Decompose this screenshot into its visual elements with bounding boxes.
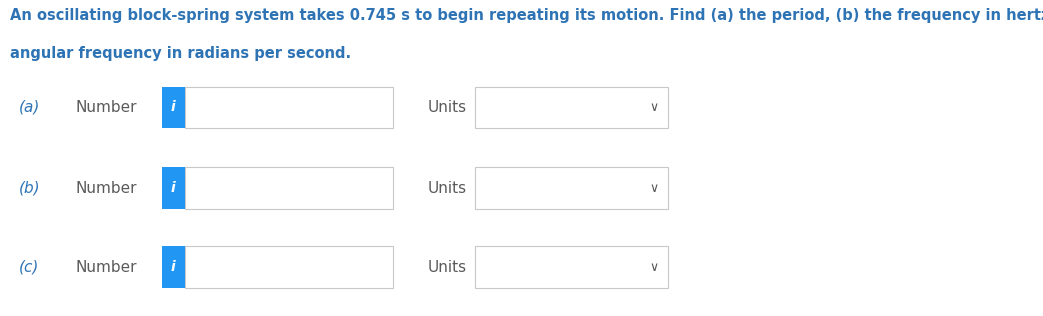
Text: ∨: ∨: [650, 260, 658, 274]
Text: Number: Number: [75, 259, 137, 275]
FancyBboxPatch shape: [185, 246, 393, 288]
Text: Units: Units: [428, 259, 467, 275]
Text: i: i: [171, 181, 175, 195]
Text: Units: Units: [428, 180, 467, 196]
FancyBboxPatch shape: [162, 167, 185, 209]
Text: Number: Number: [75, 180, 137, 196]
Text: ∨: ∨: [650, 181, 658, 195]
FancyBboxPatch shape: [185, 87, 393, 128]
Text: Units: Units: [428, 100, 467, 115]
Text: (a): (a): [19, 100, 40, 115]
FancyBboxPatch shape: [162, 246, 185, 288]
FancyBboxPatch shape: [475, 246, 668, 288]
Text: (b): (b): [19, 180, 41, 196]
Text: Number: Number: [75, 100, 137, 115]
Text: i: i: [171, 260, 175, 274]
FancyBboxPatch shape: [162, 87, 185, 128]
Text: i: i: [171, 100, 175, 114]
FancyBboxPatch shape: [185, 167, 393, 209]
Text: ∨: ∨: [650, 101, 658, 114]
Text: An oscillating block-spring system takes 0.745 s to begin repeating its motion. : An oscillating block-spring system takes…: [10, 8, 1043, 23]
FancyBboxPatch shape: [475, 87, 668, 128]
Text: (c): (c): [19, 259, 40, 275]
FancyBboxPatch shape: [475, 167, 668, 209]
Text: angular frequency in radians per second.: angular frequency in radians per second.: [10, 46, 351, 61]
